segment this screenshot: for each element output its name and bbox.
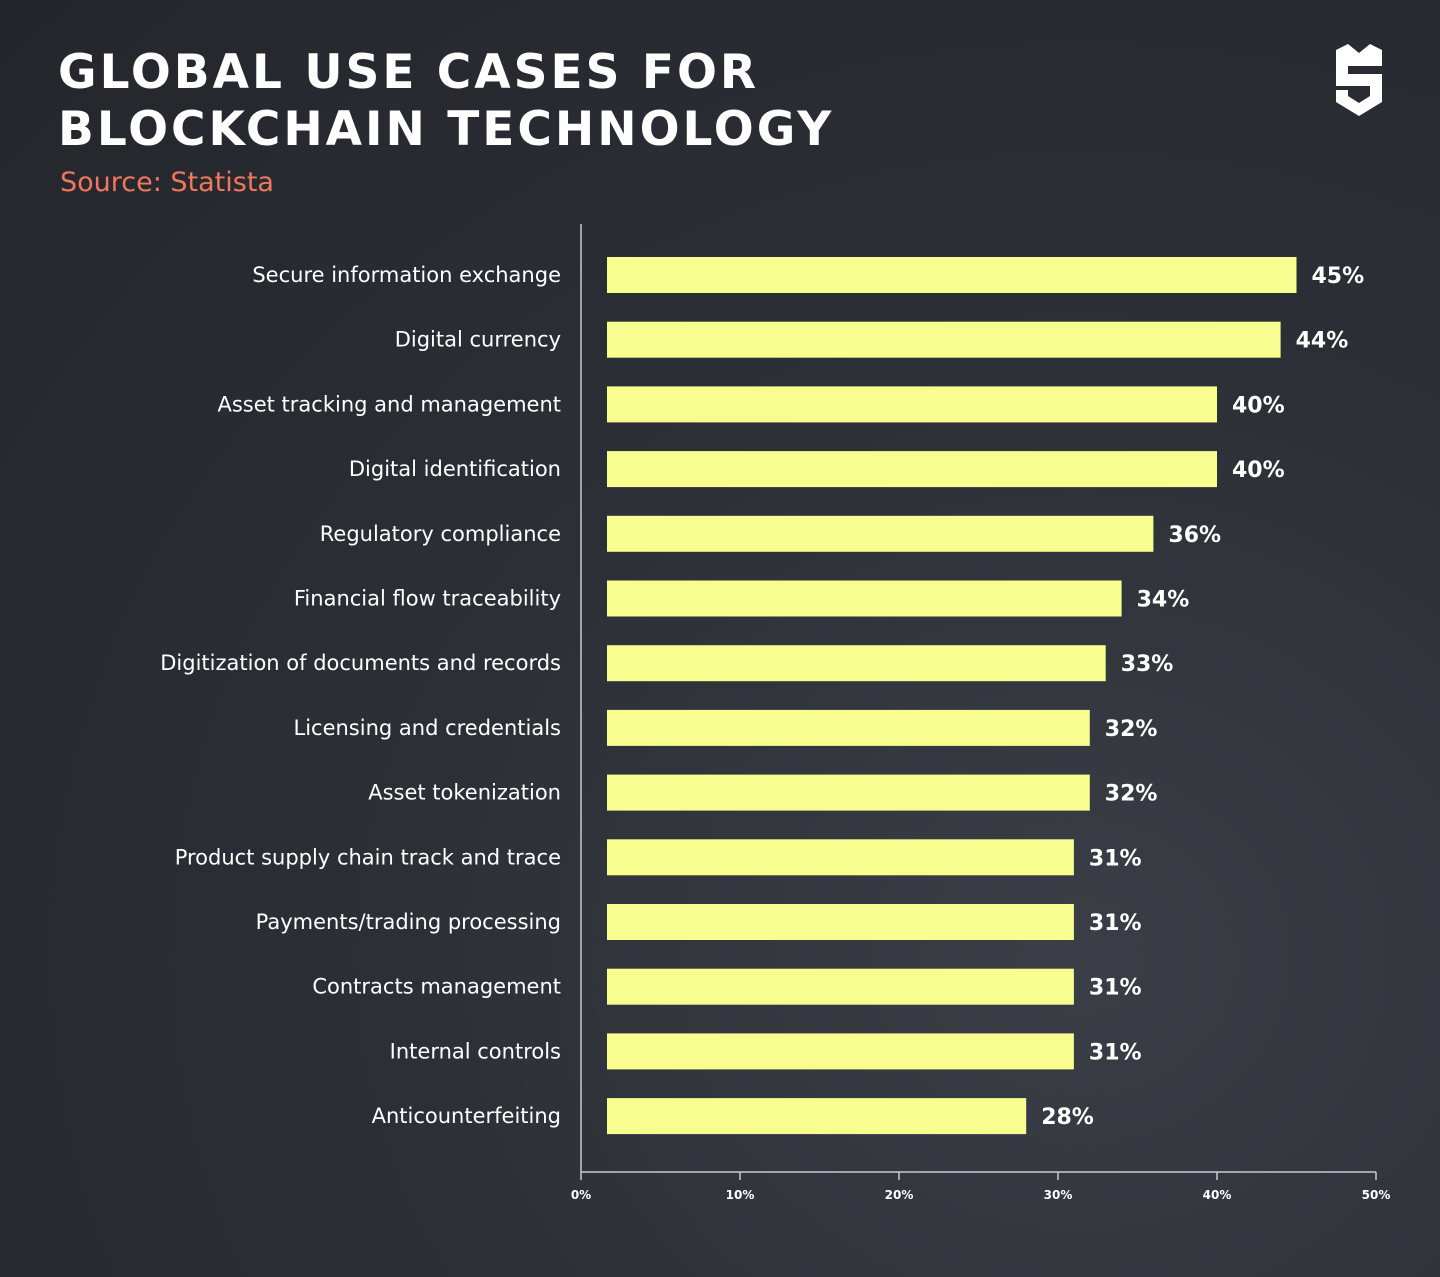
bar (607, 775, 1090, 811)
category-label: Asset tracking and management (217, 392, 561, 416)
bar (607, 451, 1217, 487)
bar (607, 1033, 1074, 1069)
category-label: Internal controls (390, 1039, 561, 1063)
category-label: Digitization of documents and records (160, 651, 561, 675)
category-label: Asset tokenization (368, 781, 561, 805)
category-label: Digital identification (349, 457, 561, 481)
bar (607, 969, 1074, 1005)
data-label: 40% (1232, 393, 1285, 418)
data-label: 33% (1121, 652, 1174, 677)
bar (607, 257, 1297, 293)
category-label: Digital currency (395, 328, 561, 352)
data-label: 31% (1089, 976, 1142, 1001)
bar (607, 904, 1074, 940)
data-label: 31% (1089, 911, 1142, 936)
bar (607, 839, 1074, 875)
category-label: Secure information exchange (252, 263, 561, 287)
category-label: Financial flow traceability (294, 587, 561, 611)
data-label: 34% (1137, 588, 1190, 613)
bar (607, 386, 1217, 422)
data-label: 32% (1105, 717, 1158, 742)
data-label: 45% (1312, 264, 1365, 289)
x-tick-label: 10% (726, 1188, 755, 1202)
data-label: 32% (1105, 782, 1158, 807)
category-label: Payments/trading processing (256, 910, 561, 934)
bar (607, 710, 1090, 746)
category-label: Product supply chain track and trace (175, 845, 561, 869)
data-label: 36% (1168, 523, 1221, 548)
category-label: Contracts management (312, 975, 561, 999)
bar-chart: 0% 10% 20% 30% 40% 50% Secure information exch… (0, 0, 1440, 1277)
category-label: Regulatory compliance (320, 522, 561, 546)
data-label: 31% (1089, 1040, 1142, 1065)
data-label: 44% (1296, 329, 1349, 354)
bar (607, 645, 1106, 681)
x-tick-label: 40% (1203, 1188, 1232, 1202)
bar (607, 322, 1281, 358)
category-label: Anticounterfeiting (372, 1104, 561, 1128)
x-tick-label: 30% (1044, 1188, 1073, 1202)
category-label: Licensing and credentials (294, 716, 562, 740)
x-tick-label: 20% (885, 1188, 914, 1202)
data-label: 28% (1041, 1105, 1094, 1130)
bar (607, 516, 1153, 552)
data-label: 31% (1089, 846, 1142, 871)
bar (607, 581, 1122, 617)
data-label: 40% (1232, 458, 1285, 483)
x-tick-label: 50% (1362, 1188, 1391, 1202)
bar (607, 1098, 1026, 1134)
x-tick-label: 0% (571, 1188, 591, 1202)
